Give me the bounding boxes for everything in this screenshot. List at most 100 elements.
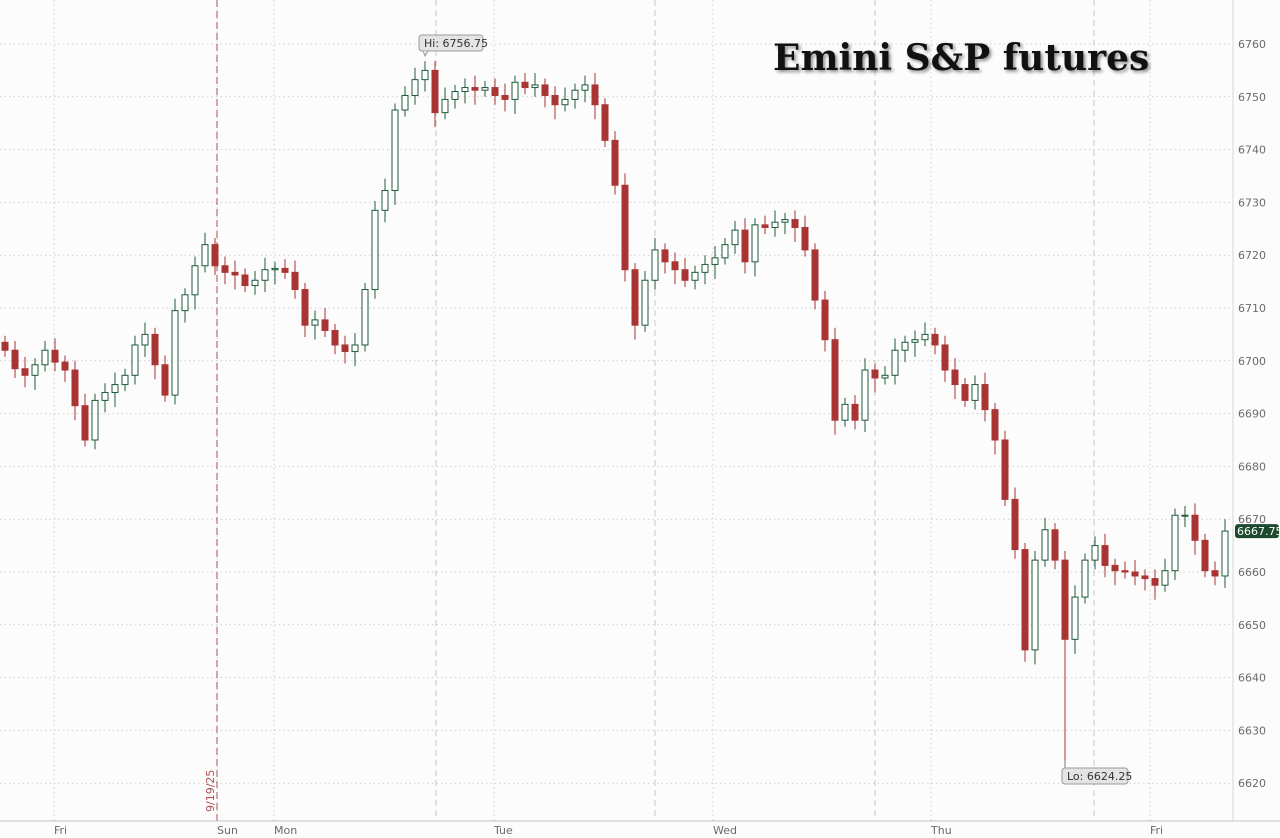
candle-body	[911, 339, 919, 343]
candle-down	[791, 210, 799, 242]
candle-body	[221, 265, 229, 273]
candle-up	[171, 298, 179, 405]
y-tick-label: 6700	[1238, 355, 1266, 368]
x-axis: Fri Sun Mon Tue Wed Thu Fri	[0, 820, 1280, 837]
candle-up	[971, 375, 979, 410]
y-tick-label: 6660	[1238, 566, 1266, 579]
candle-body	[1171, 514, 1179, 572]
candle-body	[271, 267, 279, 271]
candle-body	[651, 249, 659, 281]
candle-down	[11, 341, 19, 378]
candle-down	[941, 335, 949, 382]
candle-body	[121, 374, 129, 386]
candle-down	[61, 355, 69, 382]
candle-up	[191, 256, 199, 310]
candle-body	[11, 349, 19, 370]
candle-down	[951, 358, 959, 400]
candle-body	[601, 104, 609, 141]
x-tick-label: Thu	[930, 824, 952, 837]
candle-body	[1051, 529, 1059, 561]
candle-down	[231, 260, 239, 290]
candle-body	[1201, 539, 1209, 572]
candle-body	[1071, 596, 1079, 640]
candle-body	[701, 263, 709, 273]
candle-up	[1221, 519, 1229, 588]
candle-down	[831, 327, 839, 435]
candle-up	[31, 358, 39, 390]
candle-body	[611, 139, 619, 186]
candle-body	[541, 84, 549, 96]
candle-body	[931, 333, 939, 346]
candle-body	[681, 269, 689, 281]
candle-body	[391, 109, 399, 192]
candle-body	[1131, 571, 1139, 577]
y-tick-label: 6640	[1238, 672, 1266, 685]
candle-body	[41, 349, 49, 366]
candle-down	[81, 393, 89, 447]
candle-body	[51, 349, 59, 363]
candle-down	[521, 73, 529, 95]
candle-body	[581, 84, 589, 91]
candle-down	[1211, 561, 1219, 586]
candle-body	[1011, 498, 1019, 551]
candle-up	[1081, 553, 1089, 604]
candle-body	[1121, 570, 1129, 573]
candle-up	[641, 271, 649, 332]
candle-body	[21, 368, 29, 376]
candle-body	[401, 94, 409, 111]
candle-body	[1111, 564, 1119, 572]
candle-body	[431, 69, 439, 114]
candle-up	[121, 368, 129, 392]
candle-body	[91, 399, 99, 441]
grid: 9/19/25	[0, 0, 1233, 821]
candle-up	[181, 288, 189, 323]
candle-up	[701, 255, 709, 285]
candle-body	[451, 91, 459, 100]
candle-up	[91, 393, 99, 450]
candle-up	[41, 341, 49, 372]
candle-down	[961, 377, 969, 407]
candle-down	[1201, 533, 1209, 578]
y-tick-label: 6720	[1238, 249, 1266, 262]
candles	[1, 61, 1229, 761]
candle-down	[51, 338, 59, 372]
annotation-box	[418, 34, 484, 52]
candle-body	[131, 344, 139, 376]
candle-down	[1131, 560, 1139, 586]
candle-up	[781, 212, 789, 235]
candle-up	[1041, 517, 1049, 567]
chart-title: Emini S&P futures	[773, 37, 1149, 79]
candle-up	[531, 73, 539, 97]
x-tick-label: Fri	[54, 824, 67, 837]
candle-up	[441, 87, 449, 120]
candle-down	[871, 363, 879, 393]
candle-body	[761, 224, 769, 228]
last-price-label: 6667.75	[1237, 525, 1280, 538]
candle-body	[831, 339, 839, 421]
candle-body	[341, 344, 349, 353]
candle-down	[1121, 561, 1129, 579]
candle-up	[861, 358, 869, 433]
candle-up	[351, 333, 359, 367]
candle-down	[681, 257, 689, 287]
candle-body	[201, 244, 209, 267]
candle-body	[471, 87, 479, 91]
candle-up	[411, 67, 419, 105]
candle-down	[211, 238, 219, 275]
last-price-box	[1235, 524, 1279, 539]
candle-down	[291, 260, 299, 299]
candle-body	[981, 384, 989, 411]
candle-down	[301, 282, 309, 338]
candle-body	[631, 269, 639, 326]
candle-body	[1191, 514, 1199, 541]
candle-body	[791, 219, 799, 228]
candle-down	[931, 327, 939, 355]
candle-up	[371, 201, 379, 299]
candle-down	[1151, 569, 1159, 600]
candle-body	[181, 294, 189, 312]
candle-down	[71, 360, 79, 421]
candle-body	[261, 269, 269, 281]
candle-up	[131, 335, 139, 385]
annotation-pointer	[422, 50, 429, 58]
